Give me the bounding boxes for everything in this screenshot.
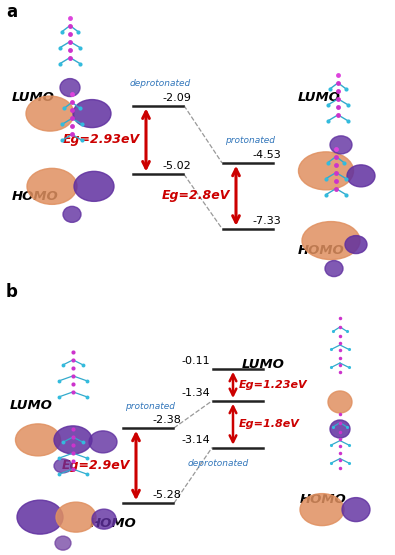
Text: -1.34: -1.34 [181,388,210,398]
Text: LUMO: LUMO [298,92,341,104]
Ellipse shape [330,420,350,438]
Text: LUMO: LUMO [12,91,55,104]
Ellipse shape [345,235,367,254]
Text: HOMO: HOMO [12,190,59,203]
Ellipse shape [299,152,354,190]
Text: LUMO: LUMO [10,400,53,412]
Text: b: b [6,283,18,301]
Text: -3.14: -3.14 [181,435,210,445]
Ellipse shape [325,261,343,276]
Text: LUMO: LUMO [242,359,285,371]
Ellipse shape [17,500,63,534]
Text: protonated: protonated [125,402,175,411]
Text: Eg=1.8eV: Eg=1.8eV [239,419,300,429]
Ellipse shape [73,99,111,128]
Ellipse shape [302,221,360,260]
Text: HOMO: HOMO [90,517,137,529]
Ellipse shape [56,502,96,532]
Text: -0.11: -0.11 [181,356,210,366]
Text: a: a [6,3,17,21]
Ellipse shape [15,424,60,456]
Ellipse shape [89,431,117,453]
Text: -2.09: -2.09 [162,93,191,103]
Text: -7.33: -7.33 [252,215,281,225]
Ellipse shape [92,509,116,529]
Ellipse shape [330,136,352,154]
Text: HOMO: HOMO [300,493,347,506]
Ellipse shape [328,391,352,413]
Ellipse shape [347,165,375,187]
Text: -2.38: -2.38 [152,415,181,425]
Text: -5.28: -5.28 [152,490,181,500]
Text: deprotonated: deprotonated [188,458,249,468]
Text: HOMO: HOMO [298,244,345,257]
Ellipse shape [300,493,344,526]
Text: Eg=2.9eV: Eg=2.9eV [62,459,130,472]
Ellipse shape [26,96,74,131]
Text: -4.53: -4.53 [252,150,281,160]
Text: Eg=2.8eV: Eg=2.8eV [162,189,230,202]
Ellipse shape [60,79,80,97]
Ellipse shape [74,171,114,201]
Ellipse shape [54,459,72,473]
Ellipse shape [342,498,370,522]
Ellipse shape [54,426,92,454]
Text: deprotonated: deprotonated [130,79,191,88]
Text: protonated: protonated [225,136,275,145]
Ellipse shape [63,206,81,223]
Ellipse shape [55,536,71,550]
Text: Eg=1.23eV: Eg=1.23eV [239,380,308,390]
Ellipse shape [27,168,77,204]
Text: Eg=2.93eV: Eg=2.93eV [63,133,140,147]
Text: -5.02: -5.02 [162,162,191,171]
